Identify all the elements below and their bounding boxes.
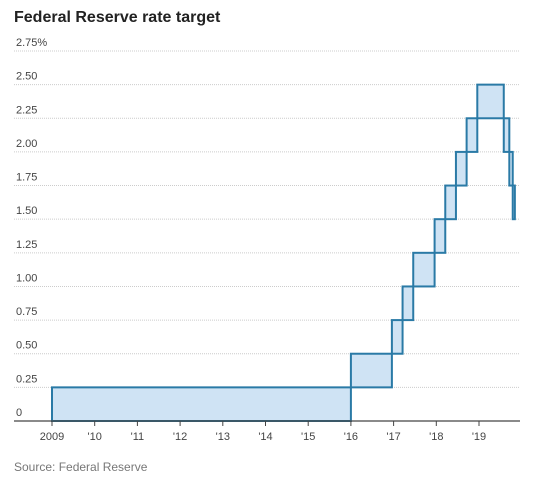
y-tick-label: 0.50 (16, 340, 37, 352)
rate-step-band (390, 319, 404, 355)
y-tick-label: 0.75 (16, 306, 37, 318)
x-tick-label: '18 (429, 431, 443, 443)
x-tick-label: 2009 (40, 431, 64, 443)
y-tick-label: 1.50 (16, 205, 37, 217)
rate-step-band (511, 184, 516, 221)
x-tick-label: '14 (258, 431, 272, 443)
x-tick-labels: 2009 '10 '11 '12 '13 '14 '15 '16 '17 '18 '19 (40, 431, 486, 443)
y-tick-label: 1.75 (16, 172, 37, 184)
y-tick-label: 0 (16, 407, 22, 419)
rate-step-band (412, 251, 436, 288)
x-tick-label: '15 (301, 431, 315, 443)
y-tick-label: 2.25 (16, 104, 37, 116)
x-tick-label: '17 (386, 431, 400, 443)
rate-step-band (508, 150, 514, 187)
source-note: Source: Federal Reserve (14, 460, 148, 474)
rate-step-band (433, 218, 447, 254)
rate-step-band (465, 117, 479, 153)
x-tick-label: '19 (472, 431, 486, 443)
rate-step-band (502, 117, 511, 153)
chart-title: Federal Reserve rate target (14, 9, 221, 26)
y-tick-labels: 0 0.25 0.50 0.75 1.00 1.25 1.50 1.75 2.00 2.25 2.5… (16, 37, 47, 419)
y-tick-label: 2.75% (16, 37, 47, 49)
y-tick-label: 1.00 (16, 272, 37, 284)
rate-step-band (349, 352, 393, 389)
rate-step-band (401, 285, 415, 322)
x-tick-label: '13 (216, 431, 230, 443)
x-tick-label: '12 (173, 431, 187, 443)
y-tick-label: 1.25 (16, 239, 37, 251)
x-tick-label: '11 (131, 431, 145, 443)
rate-step-band (476, 83, 505, 120)
y-tick-label: 0.25 (16, 373, 37, 385)
rate-step-band (444, 184, 457, 221)
axes (14, 420, 520, 426)
y-tick-label: 2.00 (16, 138, 37, 150)
rate-step-band (51, 386, 352, 423)
x-tick-label: '10 (88, 431, 102, 443)
rate-band-area (51, 83, 516, 423)
y-tick-label: 2.50 (16, 71, 37, 83)
rate-step-band (454, 150, 468, 187)
x-tick-label: '16 (344, 431, 358, 443)
